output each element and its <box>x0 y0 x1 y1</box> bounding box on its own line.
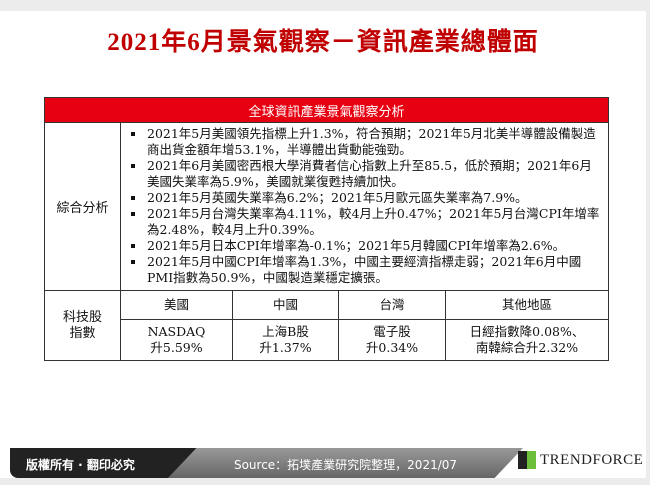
region-header: 其他地區 <box>445 290 609 320</box>
list-item: 2021年6月美國密西根大學消費者信心指數上升至85.5，低於預期；2021年6… <box>129 158 602 190</box>
page-title: 2021年6月景氣觀察－資訊產業總體面 <box>107 29 539 56</box>
index-value: 電子股 升0.34% <box>338 319 446 361</box>
analysis-label: 綜合分析 <box>44 122 121 291</box>
list-item: 2021年5月日本CPI年增率為-0.1%；2021年5月韓國CPI年增率為2.… <box>129 238 602 254</box>
region-header: 台灣 <box>338 290 446 320</box>
logo-text: TRENDFORCE <box>540 451 644 468</box>
bullet-list: 2021年5月美國領先指標上升1.3%，符合預期；2021年5月北美半導體設備製… <box>121 123 608 290</box>
list-item: 2021年5月台灣失業率為4.11%，較4月上升0.47%；2021年5月台灣C… <box>129 206 602 238</box>
list-item: 2021年5月英國失業率為6.2%；2021年5月歐元區失業率為7.9%。 <box>129 190 602 206</box>
trendforce-logo: TRENDFORCE <box>518 451 643 469</box>
source-note: Source：拓墣產業研究院整理，2021/07 <box>168 448 523 478</box>
list-item: 2021年5月美國領先指標上升1.3%，符合預期；2021年5月北美半導體設備製… <box>129 126 602 158</box>
logo-icon <box>518 451 536 469</box>
copyright-notice: 版權所有 · 翻印必究 <box>10 448 200 478</box>
table-header: 全球資訊產業景氣觀察分析 <box>44 97 609 123</box>
index-value: NASDAQ 升5.59% <box>120 319 233 361</box>
tech-label-line: 指數 <box>69 325 96 341</box>
tech-label: 科技股 指數 <box>44 290 121 361</box>
index-value: 日經指數降0.08%、 南韓綜合升2.32% <box>445 319 609 361</box>
region-header: 美國 <box>120 290 233 320</box>
region-header: 中國 <box>232 290 339 320</box>
index-value: 上海B股 升1.37% <box>232 319 339 361</box>
list-item: 2021年5月中國CPI年增率為1.3%，中國主要經濟指標走弱；2021年6月中… <box>129 254 602 286</box>
tech-label-line: 科技股 <box>62 309 102 325</box>
analysis-table: 全球資訊產業景氣觀察分析 綜合分析 2021年5月美國領先指標上升1.3%，符合… <box>44 97 609 361</box>
